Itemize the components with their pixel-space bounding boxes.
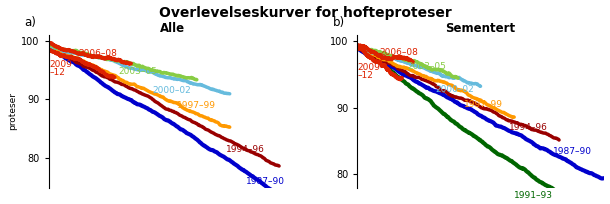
Text: 1994–96: 1994–96 [226,145,265,154]
Text: 2003–05: 2003–05 [407,62,447,71]
Text: 1997–99: 1997–99 [464,100,503,109]
Text: 2006–08: 2006–08 [79,49,117,58]
Title: Alle: Alle [160,22,185,35]
Text: 2006–08: 2006–08 [379,48,418,57]
Text: 2000–02: 2000–02 [436,85,475,94]
Text: 1997–99: 1997–99 [177,101,216,110]
Text: 2009
–12: 2009 –12 [357,63,381,80]
Text: 1987–90: 1987–90 [246,177,285,186]
Text: 2000–02: 2000–02 [152,86,191,95]
Text: Overlevelseskurver for hofteproteser: Overlevelseskurver for hofteproteser [159,6,451,20]
Y-axis label: proteser: proteser [8,92,17,130]
Text: 1994–96: 1994–96 [509,123,547,132]
Text: 1987–90: 1987–90 [553,147,592,156]
Text: 1991–93: 1991–93 [514,191,553,200]
Text: 2003–05: 2003–05 [118,67,157,76]
Title: Sementert: Sementert [445,22,515,35]
Text: 2009
–12: 2009 –12 [49,60,73,77]
Text: b): b) [332,16,345,29]
Text: a): a) [24,16,36,29]
